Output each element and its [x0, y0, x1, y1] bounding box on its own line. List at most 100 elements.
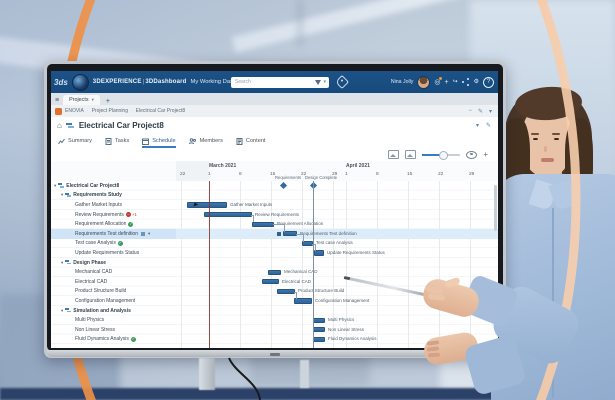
chevron-down-icon[interactable]: ▾ — [323, 79, 326, 85]
expander-icon[interactable]: ▾ — [54, 182, 57, 188]
eye — [533, 138, 538, 141]
zoom-slider-knob[interactable] — [439, 151, 449, 160]
tab-content[interactable]: Content — [236, 134, 265, 148]
expander-icon[interactable]: ▾ — [61, 192, 64, 198]
tree-row[interactable]: Product Structure Build — [51, 287, 176, 297]
tab-tasks[interactable]: Tasks — [105, 134, 129, 148]
baseline-icon[interactable] — [388, 150, 400, 159]
gantt-bar[interactable] — [262, 279, 279, 285]
breadcrumb-app[interactable]: ENOVIA — [65, 108, 84, 114]
page-title: Electrical Car Project8 — [78, 121, 164, 130]
share-icon[interactable] — [462, 78, 470, 86]
chevron-down-icon[interactable]: ▾ — [475, 123, 479, 129]
gantt-bar[interactable] — [252, 221, 274, 227]
tab-members[interactable]: Members — [188, 134, 223, 148]
gantt-bar[interactable] — [187, 202, 227, 208]
task-label: Configuration Management — [75, 297, 136, 304]
dashboard-name[interactable]: My Working Dashboard — [190, 79, 251, 85]
gantt-bar[interactable] — [268, 269, 281, 275]
zoom-slider[interactable] — [422, 151, 461, 160]
timeline-tick-label: 8 — [376, 171, 379, 177]
tree-row[interactable]: Fluid Dynamics Analysis ✓ — [51, 335, 176, 345]
breadcrumb-current[interactable]: Electrical Car Project8 — [135, 108, 186, 114]
gantt-bar[interactable] — [204, 212, 252, 218]
scrollbar-thumb[interactable] — [494, 185, 497, 231]
gantt-bar[interactable] — [277, 288, 295, 294]
user-avatar[interactable] — [417, 75, 431, 89]
tree-row[interactable]: Requirement Allocation ✓ — [51, 219, 176, 229]
gantt-bar[interactable] — [302, 240, 313, 246]
gantt-bar[interactable] — [283, 231, 297, 237]
tab-projects[interactable]: Projects ▾ — [63, 95, 100, 105]
section-tabs: Summary Tasks Schedule Members Content — [51, 134, 498, 149]
forward-icon[interactable]: ↪ — [452, 79, 458, 85]
expander-icon[interactable]: ▾ — [61, 259, 64, 265]
home-icon[interactable]: ⌂ — [57, 121, 62, 130]
tree-row[interactable]: Multi Physics — [51, 315, 176, 325]
tree-row[interactable]: Electrical CAD — [51, 277, 176, 287]
task-label: Product Structure Build — [75, 288, 127, 295]
tree-row[interactable]: ▾ Simulation and Analysis — [51, 306, 176, 316]
tag-icon[interactable] — [334, 74, 350, 90]
dependency-connector — [296, 234, 304, 242]
finger — [427, 352, 441, 358]
tree-row[interactable]: Gather Market Inputs — [51, 200, 176, 210]
edit-icon[interactable]: ✎ — [485, 123, 491, 129]
tree-row[interactable]: Test case Analysis ✓ — [51, 239, 176, 249]
gantt-bar[interactable] — [313, 327, 325, 333]
document-icon — [236, 137, 243, 145]
tree-row[interactable]: Mechanical CAD — [51, 267, 176, 277]
row-menu-icon[interactable]: ▾ — [148, 230, 151, 236]
tree-row[interactable]: ▾ Design Phase — [51, 258, 176, 268]
tree-row[interactable]: Configuration Management — [51, 296, 176, 306]
new-tab-button[interactable]: + — [105, 98, 110, 105]
gantt-row — [176, 191, 498, 201]
issue-count: +1 — [131, 212, 137, 218]
task-label: Multi Physics — [75, 317, 105, 324]
filter-icon[interactable] — [315, 79, 322, 85]
bar-label: Gather Market Inputs — [230, 202, 273, 207]
expander-icon[interactable]: ▾ — [61, 307, 64, 313]
minimize-icon[interactable]: − — [468, 107, 472, 114]
timeline-month-label: April 2021 — [346, 163, 370, 169]
help-icon[interactable]: ? — [483, 76, 494, 88]
settings-icon[interactable]: ⚙ — [473, 79, 479, 85]
eyebrow — [531, 133, 539, 135]
task-label: Non Linear Stress — [75, 326, 116, 333]
add-icon[interactable]: + — [444, 78, 449, 86]
project-icon — [58, 183, 64, 188]
enovia-app-icon[interactable] — [55, 107, 62, 115]
nose — [544, 146, 547, 152]
chevron-down-icon[interactable]: ▾ — [488, 108, 492, 115]
gantt-bar[interactable] — [313, 336, 325, 342]
add-task-icon[interactable]: + — [483, 150, 488, 159]
tab-schedule[interactable]: Schedule — [142, 134, 176, 148]
visibility-icon[interactable] — [466, 150, 478, 159]
tree-row[interactable]: Requirements Test definition ▾ — [51, 229, 176, 239]
week-gridline — [408, 181, 409, 348]
tree-row[interactable]: ▾ Electrical Car Project8 — [51, 181, 176, 191]
gantt-bar[interactable] — [313, 317, 325, 323]
compass-icon[interactable]: ◎ — [434, 76, 443, 86]
notification-dot — [438, 76, 443, 80]
tree-row[interactable]: Non Linear Stress — [51, 325, 176, 335]
user-name[interactable]: Nina Jolly — [390, 79, 414, 85]
tree-row[interactable]: Update Requirements Status — [51, 248, 176, 258]
search-input[interactable]: Search ▾ — [231, 76, 329, 88]
breadcrumb-section[interactable]: Project Planning — [91, 108, 128, 114]
gantt-bar[interactable] — [314, 250, 324, 256]
tree-row[interactable]: Review Requirements − +1 — [51, 210, 176, 220]
monitor-stand-leg — [199, 358, 215, 390]
edit-icon[interactable]: ✎ — [477, 108, 483, 115]
project-header: ⌂ Electrical Car Project8 ▾ ✎ — [51, 117, 498, 134]
week-gridline — [181, 181, 182, 348]
tree-row[interactable]: ▾ Requirements Study — [51, 191, 176, 201]
menu-icon[interactable]: ≡ — [55, 97, 60, 104]
tab-summary[interactable]: Summary — [58, 134, 92, 148]
task-label: Electrical CAD — [75, 278, 108, 285]
timeline-tick-label: 29 — [332, 171, 338, 177]
compass-globe-icon[interactable] — [71, 73, 89, 91]
snapshot-icon[interactable] — [405, 150, 417, 159]
timeline-tick-label: 15 — [270, 171, 276, 177]
gantt-bar[interactable] — [294, 298, 312, 304]
